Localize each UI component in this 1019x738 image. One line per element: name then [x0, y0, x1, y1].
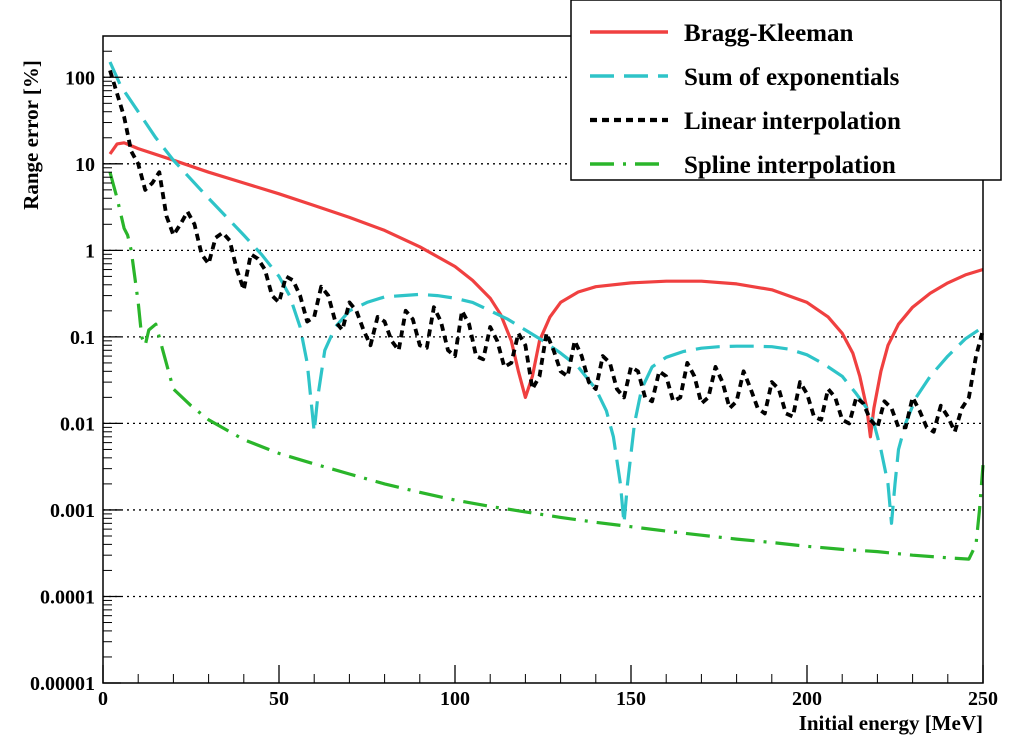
legend: Bragg-Kleeman Sum of exponentials Linear i…	[570, 0, 1002, 181]
x-tick-label: 50	[269, 688, 289, 710]
y-axis-label: Range error [%]	[19, 60, 43, 210]
axis-ticks	[102, 35, 984, 684]
plot-frame	[102, 35, 984, 684]
series-lines	[108, 61, 985, 561]
x-tick-label: 0	[98, 688, 108, 710]
series-line-linear-interpolation	[108, 69, 985, 434]
x-tick-label: 100	[440, 688, 470, 710]
legend-label-bragg-kleeman: Bragg-Kleeman	[684, 20, 854, 47]
y-tick-label: 10	[75, 154, 95, 176]
x-tick-label: 150	[616, 688, 646, 710]
x-tick-label: 250	[968, 688, 998, 710]
y-tick-label: 0.1	[70, 327, 95, 349]
y-tick-label: 0.01	[60, 413, 95, 435]
series-line-bragg-kleeman	[108, 141, 984, 439]
y-tick-label: 0.0001	[40, 586, 95, 608]
y-tick-label: 0.001	[50, 500, 95, 522]
tick-labels: 0.00001 0.0001 0.001 0.01 0.1 1 10 100 0 50 100 150…	[30, 67, 998, 710]
y-tick-label: 1	[85, 240, 95, 262]
axes	[102, 35, 984, 684]
x-axis-label: Initial energy [MeV]	[799, 711, 983, 735]
series-line-sum-of-exponentials	[108, 61, 984, 525]
x-tick-label: 200	[792, 688, 822, 710]
legend-entries: Bragg-Kleeman Sum of exponentials Linear i…	[590, 20, 901, 179]
series-line-spline-interpolation	[108, 171, 985, 561]
y-tick-label: 100	[65, 67, 95, 89]
legend-box	[570, 0, 1002, 181]
legend-label-spline-interpolation: Spline interpolation	[684, 152, 896, 179]
legend-label-linear-interpolation: Linear interpolation	[684, 108, 901, 135]
y-tick-label: 0.00001	[30, 673, 95, 695]
legend-label-sum-of-exponentials: Sum of exponentials	[684, 64, 900, 91]
